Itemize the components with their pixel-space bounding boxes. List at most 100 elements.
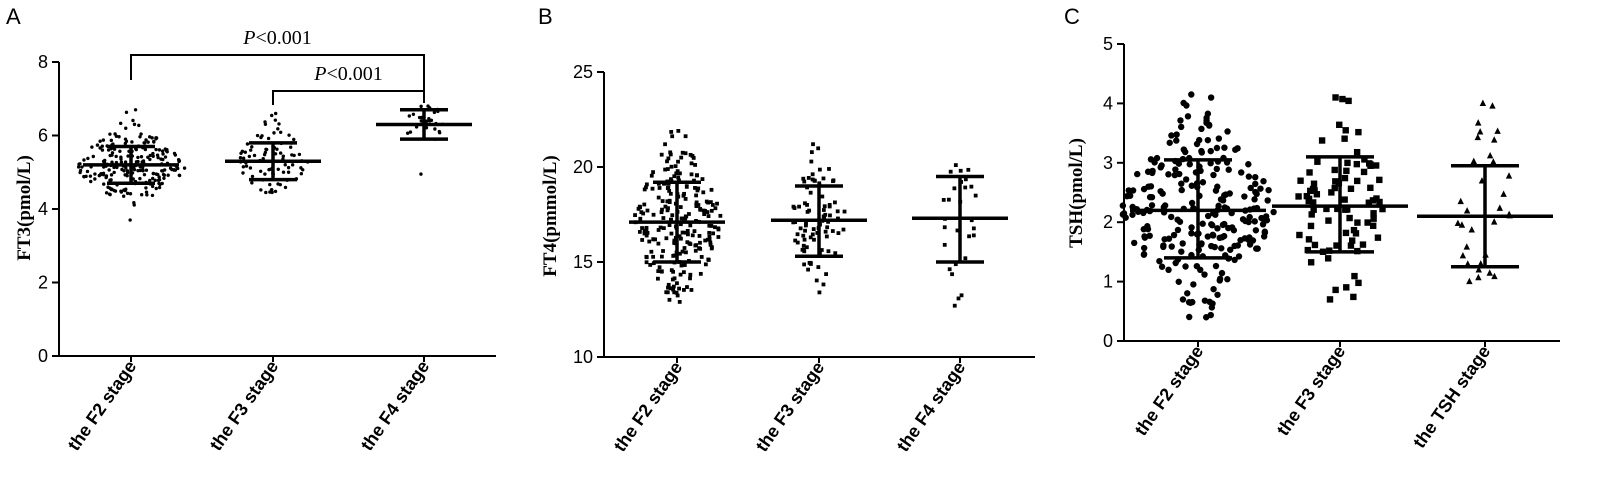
data-point	[1369, 222, 1377, 229]
data-point	[677, 300, 682, 304]
data-point	[684, 230, 688, 235]
data-point	[419, 104, 423, 109]
data-point	[283, 185, 288, 190]
data-point	[971, 233, 976, 238]
panel-c-x-tick-labels: the F2 stage the F3 stage the TSH stage	[1131, 341, 1494, 452]
data-point	[1179, 296, 1187, 303]
data-point	[693, 248, 698, 253]
data-point	[708, 242, 713, 247]
data-point	[152, 140, 156, 144]
data-point	[706, 200, 710, 205]
data-point	[424, 119, 429, 123]
data-point	[1326, 296, 1334, 303]
data-point	[124, 139, 129, 143]
data-point	[1177, 123, 1185, 131]
data-point	[1355, 128, 1362, 136]
data-point	[1207, 311, 1214, 319]
data-point	[1304, 246, 1311, 254]
data-point	[672, 290, 677, 295]
data-point	[1201, 297, 1209, 304]
data-point	[644, 185, 648, 190]
data-point	[831, 179, 835, 184]
data-point	[677, 178, 681, 183]
data-point	[669, 231, 674, 236]
data-point	[819, 248, 824, 252]
data-point	[1325, 217, 1332, 224]
data-point	[1261, 217, 1268, 225]
data-point	[941, 198, 946, 202]
data-point	[86, 156, 90, 161]
data-point	[125, 173, 129, 178]
data-point	[672, 174, 677, 179]
data-point	[713, 206, 718, 211]
data-point	[682, 270, 686, 275]
x-tick-label: the F4 stage	[357, 357, 434, 455]
data-point	[694, 202, 699, 207]
data-point	[713, 225, 717, 230]
data-point	[1245, 218, 1252, 226]
data-point	[139, 193, 144, 197]
data-point	[676, 175, 681, 180]
panel-c: C TSH(pmol/L) 0 1 2 3 4 5 the F2 stage the F3 …	[1064, 4, 1560, 452]
data-point	[1314, 158, 1321, 165]
data-point	[278, 182, 282, 187]
data-point	[1374, 234, 1382, 241]
data-point	[1131, 239, 1138, 247]
data-point	[1366, 160, 1373, 167]
data-point	[695, 188, 700, 193]
data-point	[682, 288, 686, 292]
data-point	[1307, 259, 1315, 266]
data-point	[816, 265, 821, 269]
data-point	[821, 208, 826, 212]
data-point	[264, 190, 268, 195]
data-point	[1352, 230, 1360, 237]
data-point	[716, 226, 721, 231]
data-point	[642, 202, 647, 207]
data-point	[808, 235, 813, 240]
data-point	[1186, 313, 1193, 321]
data-point	[122, 169, 126, 173]
data-point	[100, 148, 105, 152]
data-point	[1252, 227, 1260, 234]
data-point	[656, 241, 661, 246]
data-point	[674, 171, 679, 176]
data-point	[281, 154, 286, 158]
data-point	[802, 262, 807, 267]
data-point	[1332, 94, 1339, 101]
data-point	[680, 230, 685, 235]
data-point	[128, 192, 133, 196]
data-point	[98, 139, 102, 143]
data-point	[952, 186, 957, 191]
data-point	[1198, 125, 1205, 133]
data-point	[1241, 193, 1248, 200]
data-point	[407, 114, 412, 118]
data-point	[1144, 225, 1152, 233]
data-point	[250, 145, 254, 149]
data-point	[658, 225, 663, 230]
data-point	[710, 203, 715, 207]
data-point	[659, 254, 664, 259]
data-point	[693, 243, 698, 248]
data-point	[680, 249, 685, 254]
data-point	[1205, 122, 1213, 129]
data-point	[648, 263, 653, 267]
data-point	[702, 212, 707, 217]
data-point	[153, 178, 157, 183]
data-point	[165, 150, 169, 154]
data-point	[952, 303, 957, 308]
data-point	[707, 223, 712, 228]
data-point	[113, 132, 117, 136]
data-point	[148, 153, 152, 158]
data-point	[84, 174, 88, 179]
data-point	[942, 225, 947, 230]
data-point	[238, 156, 243, 160]
data-point	[821, 282, 826, 287]
data-point	[697, 234, 702, 238]
data-point	[1252, 173, 1259, 181]
data-point	[656, 269, 661, 273]
data-point	[1165, 171, 1172, 178]
x-tick-label: the F2 stage	[64, 357, 141, 455]
data-point	[694, 193, 698, 198]
data-point	[1376, 176, 1383, 184]
data-point	[679, 236, 683, 241]
